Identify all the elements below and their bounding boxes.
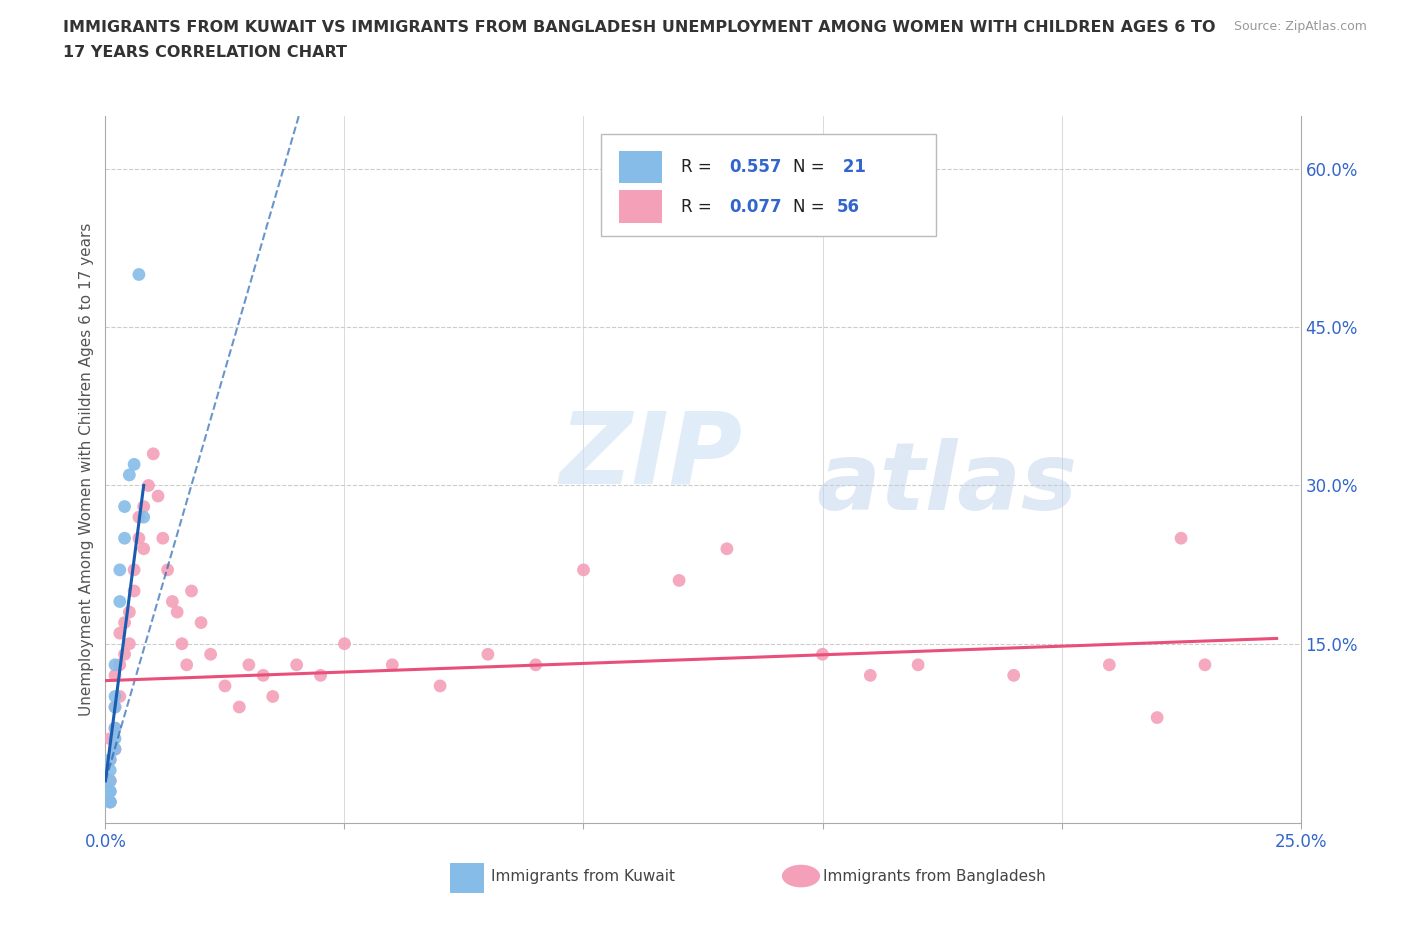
Point: [98, 752, 121, 767]
Point: [98, 794, 121, 809]
Point: [104, 658, 127, 672]
Point: [132, 541, 155, 556]
Point: [98, 784, 121, 799]
Text: IMMIGRANTS FROM KUWAIT VS IMMIGRANTS FROM BANGLADESH UNEMPLOYMENT AMONG WOMEN WI: IMMIGRANTS FROM KUWAIT VS IMMIGRANTS FRO…: [63, 20, 1216, 35]
Point: [122, 583, 145, 598]
Point: [128, 267, 150, 282]
Point: [429, 679, 451, 694]
Point: [98, 731, 121, 746]
Point: [104, 742, 127, 757]
Text: Immigrants from Bangladesh: Immigrants from Bangladesh: [823, 869, 1045, 883]
Point: [1098, 658, 1121, 672]
Point: [108, 626, 131, 641]
Text: 17 YEARS CORRELATION CHART: 17 YEARS CORRELATION CHART: [63, 45, 347, 60]
Text: N =: N =: [793, 158, 830, 176]
Point: [132, 499, 155, 514]
Point: [118, 636, 141, 651]
Text: N =: N =: [793, 198, 830, 216]
Point: [477, 647, 499, 662]
Point: [238, 658, 260, 672]
Point: [142, 446, 165, 461]
Point: [859, 668, 882, 683]
Point: [1146, 711, 1168, 725]
Point: [180, 583, 202, 598]
Point: [162, 594, 184, 609]
Point: [132, 510, 155, 525]
Text: 56: 56: [837, 198, 860, 216]
Point: [190, 615, 212, 630]
Point: [156, 563, 179, 578]
Point: [114, 615, 136, 630]
Point: [811, 647, 834, 662]
Point: [1170, 531, 1192, 546]
Text: 0.077: 0.077: [730, 198, 782, 216]
Point: [200, 647, 222, 662]
Point: [114, 499, 136, 514]
Text: 0.557: 0.557: [730, 158, 782, 176]
Point: [252, 668, 274, 683]
Point: [98, 774, 121, 789]
Point: [98, 774, 121, 789]
Point: [98, 763, 121, 777]
Point: [104, 742, 127, 757]
Text: 21: 21: [837, 158, 866, 176]
Point: [104, 699, 127, 714]
Text: R =: R =: [682, 158, 717, 176]
Point: [104, 721, 127, 736]
Point: [118, 604, 141, 619]
Point: [122, 563, 145, 578]
FancyBboxPatch shape: [619, 191, 662, 223]
Point: [108, 689, 131, 704]
Point: [98, 784, 121, 799]
Point: [98, 794, 121, 809]
Y-axis label: Unemployment Among Women with Children Ages 6 to 17 years: Unemployment Among Women with Children A…: [79, 223, 94, 716]
Point: [668, 573, 690, 588]
Point: [333, 636, 356, 651]
Point: [118, 468, 141, 483]
Point: [108, 563, 131, 578]
Point: [128, 531, 150, 546]
Point: [138, 478, 160, 493]
Text: Source: ZipAtlas.com: Source: ZipAtlas.com: [1233, 20, 1367, 33]
Point: [114, 531, 136, 546]
Point: [114, 647, 136, 662]
FancyBboxPatch shape: [619, 151, 662, 183]
Point: [98, 794, 121, 809]
Point: [1002, 668, 1025, 683]
Text: Immigrants from Kuwait: Immigrants from Kuwait: [492, 869, 675, 883]
Point: [176, 658, 198, 672]
Point: [309, 668, 332, 683]
Point: [104, 668, 127, 683]
Text: atlas: atlas: [817, 438, 1078, 530]
Point: [228, 699, 250, 714]
Point: [524, 658, 547, 672]
Point: [122, 457, 145, 472]
Point: [716, 541, 738, 556]
Point: [170, 636, 193, 651]
Point: [572, 563, 595, 578]
Point: [108, 594, 131, 609]
Point: [166, 604, 188, 619]
Point: [152, 531, 174, 546]
Point: [104, 699, 127, 714]
Text: ZIP: ZIP: [560, 407, 742, 504]
Point: [128, 510, 150, 525]
Point: [104, 731, 127, 746]
Point: [262, 689, 284, 704]
Point: [146, 488, 169, 503]
Point: [381, 658, 404, 672]
Point: [1194, 658, 1216, 672]
Point: [214, 679, 236, 694]
Point: [285, 658, 308, 672]
Point: [104, 689, 127, 704]
Text: R =: R =: [682, 198, 717, 216]
FancyBboxPatch shape: [602, 134, 936, 236]
Point: [104, 721, 127, 736]
Point: [108, 658, 131, 672]
FancyBboxPatch shape: [450, 863, 484, 893]
Circle shape: [782, 865, 820, 887]
Point: [907, 658, 929, 672]
Point: [98, 752, 121, 767]
